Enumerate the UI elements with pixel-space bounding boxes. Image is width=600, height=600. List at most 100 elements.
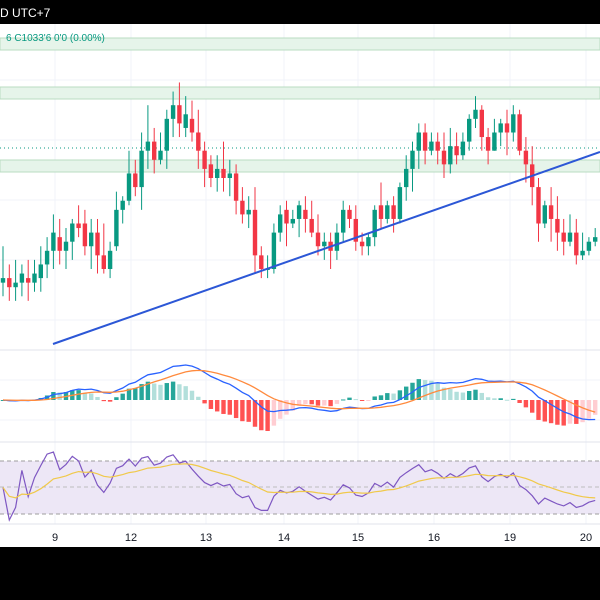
resistance-zone: [0, 86, 600, 100]
candle-body: [82, 223, 88, 247]
x-tick-label: 14: [278, 532, 290, 544]
macd-histogram-bar: [391, 393, 396, 400]
candle-body: [57, 237, 62, 251]
symbol-label: D UTC+7: [0, 6, 51, 20]
candle-body: [353, 218, 358, 242]
candle-body: [435, 141, 440, 151]
candle-body: [38, 264, 43, 279]
top-bar: D UTC+7: [0, 0, 600, 24]
candle-body: [492, 132, 497, 151]
trendline[interactable]: [52, 151, 600, 345]
macd-histogram-bar: [517, 400, 522, 403]
candle-body: [385, 205, 390, 219]
candle-body: [259, 255, 264, 269]
macd-histogram-bar: [202, 400, 207, 404]
macd-histogram-bar: [139, 384, 144, 400]
x-tick-label: 9: [52, 532, 58, 544]
candle-body: [202, 150, 207, 169]
macd-histogram-bar: [467, 391, 472, 400]
macd-histogram-bar: [145, 381, 151, 400]
macd-histogram-bar: [416, 379, 421, 400]
macd-histogram-bar: [485, 397, 491, 400]
candle-body: [133, 173, 138, 188]
candle-body: [517, 114, 522, 151]
macd-histogram-bar: [328, 400, 333, 407]
rsi-pane: [2, 451, 596, 522]
candle-body: [397, 187, 403, 219]
macd-histogram-bar: [89, 393, 94, 400]
candle-body: [189, 118, 195, 133]
macd-histogram-bar: [296, 400, 302, 406]
macd-histogram-bar: [435, 383, 440, 400]
macd-histogram-bar: [164, 383, 169, 400]
macd-histogram-bar: [429, 380, 434, 400]
x-tick-label: 20: [580, 532, 592, 544]
macd-histogram-bar: [158, 384, 163, 400]
macd-histogram-bar: [580, 400, 585, 423]
macd-histogram-bar: [57, 392, 62, 400]
macd-histogram-bar: [284, 400, 289, 415]
candle-body: [44, 250, 50, 265]
rsi-ma-line: [2, 463, 596, 499]
candle-body: [504, 123, 510, 133]
macd-histogram-bar: [441, 387, 447, 400]
candle-body: [441, 150, 447, 165]
macd-histogram-bar: [479, 392, 484, 400]
candle-body: [485, 137, 491, 151]
candle-body: [593, 237, 598, 242]
candles: [0, 82, 598, 301]
candle-body: [347, 209, 352, 219]
macd-histogram-bar: [454, 391, 459, 400]
chart-area[interactable]: 6 C1033'6 0'0 (0.00%) 9 12 13 14 15 16 19 20: [0, 24, 600, 547]
macd-histogram-bar: [366, 400, 371, 401]
candle-body: [315, 232, 321, 247]
macd-histogram-bar: [208, 400, 214, 409]
x-tick-label: 15: [352, 532, 364, 544]
macd-histogram-bar: [240, 400, 245, 422]
macd-histogram-bar: [347, 397, 352, 400]
candle-body: [536, 187, 541, 224]
candle-body: [233, 173, 239, 201]
candle-body: [284, 209, 289, 224]
macd-histogram-bar: [498, 398, 503, 400]
candle-body: [252, 209, 258, 256]
macd-histogram-bar: [95, 397, 100, 400]
macd-histogram-bar: [196, 396, 201, 400]
macd-histogram-bar: [378, 395, 384, 400]
macd-histogram-bar: [397, 390, 403, 400]
candle-body: [341, 209, 346, 233]
macd-histogram-bar: [567, 400, 573, 424]
macd-histogram-bar: [448, 389, 453, 400]
candle-body: [63, 241, 69, 251]
macd-histogram-bar: [341, 399, 346, 401]
candle-body: [561, 232, 566, 242]
candle-body: [574, 232, 579, 256]
candle-body: [303, 209, 308, 219]
macd-histogram-bar: [107, 400, 113, 402]
candle-body: [548, 205, 554, 219]
candle-body: [0, 278, 6, 283]
candle-body: [429, 141, 434, 151]
candle-body: [278, 214, 283, 233]
legend-ohlc: 6 C1033'6 0'0 (0.00%): [6, 33, 105, 44]
candle-body: [101, 255, 106, 269]
candle-body: [467, 118, 472, 142]
candle-body: [391, 205, 396, 219]
macd-histogram-bar: [233, 400, 239, 419]
macd-histogram-bar: [359, 400, 365, 401]
candle-body: [164, 118, 169, 151]
macd-histogram-bar: [372, 396, 377, 400]
macd-histogram-bar: [170, 381, 176, 400]
macd-histogram-bar: [353, 399, 358, 401]
candle-body: [580, 250, 585, 256]
x-tick-label: 12: [125, 532, 137, 544]
candle-body: [523, 150, 529, 165]
signal-line: [2, 369, 596, 413]
candle-body: [296, 205, 302, 219]
candle-body: [145, 141, 151, 151]
candle-body: [76, 223, 81, 229]
candle-body: [240, 200, 245, 215]
candle-body: [183, 114, 188, 128]
x-tick-label: 19: [504, 532, 516, 544]
chart-svg[interactable]: 6 C1033'6 0'0 (0.00%) 9 12 13 14 15 16 19 20: [0, 24, 600, 547]
